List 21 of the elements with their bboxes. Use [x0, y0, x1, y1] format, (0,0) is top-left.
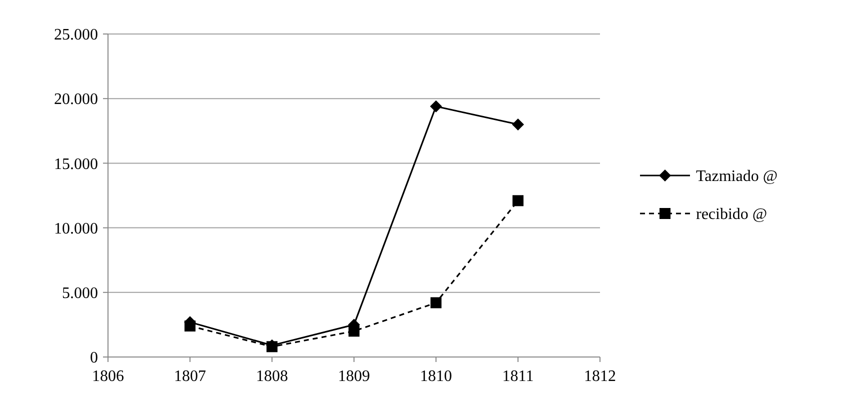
x-tick-label: 1808: [256, 368, 288, 385]
x-tick-label: 1810: [420, 368, 452, 385]
legend-label: Tazmiado @: [696, 168, 778, 186]
point: [184, 320, 196, 332]
y-tick-label: 20.000: [54, 91, 98, 108]
point: [430, 100, 442, 112]
x-tick-label: 1806: [92, 368, 124, 385]
point: [512, 118, 524, 130]
x-tick-label: 1812: [584, 368, 616, 385]
point: [348, 326, 360, 337]
y-tick-label: 0: [90, 350, 98, 367]
y-tick-label: 15.000: [54, 156, 98, 173]
x-tick-label: 1811: [502, 368, 534, 385]
point: [430, 297, 442, 308]
legend-label: recibido @: [696, 206, 768, 224]
y-tick-label: 5.000: [62, 285, 98, 302]
x-tick-label: 1807: [174, 368, 206, 385]
x-tick-label: 1809: [338, 368, 370, 385]
y-tick-label: 25.000: [54, 26, 98, 44]
point: [512, 195, 524, 206]
y-tick-label: 10.000: [54, 220, 98, 238]
